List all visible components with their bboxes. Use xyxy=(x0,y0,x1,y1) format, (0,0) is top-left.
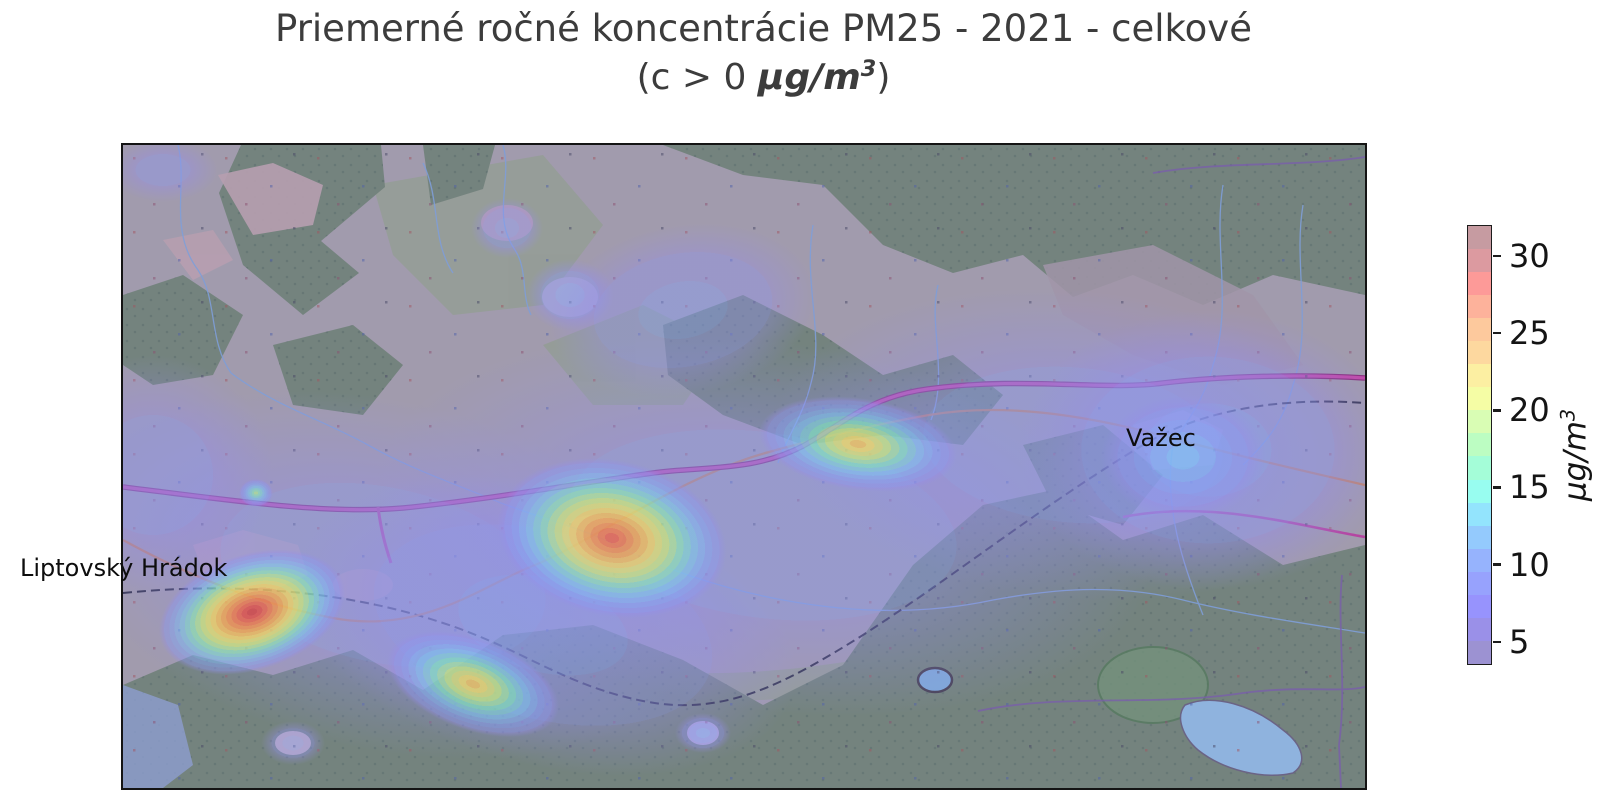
subtitle-suffix: ) xyxy=(876,57,891,98)
colorbar-bar xyxy=(1467,225,1492,665)
heat-background-zone xyxy=(261,721,325,765)
hotspot-small-west xyxy=(239,479,273,507)
hotspot-valley-village xyxy=(675,713,731,753)
colorbar-segment xyxy=(1468,387,1491,411)
heat-background-zone xyxy=(549,223,817,397)
colorbar-tick xyxy=(1493,640,1501,644)
colorbar-segment xyxy=(1468,525,1491,549)
colorbar-tick xyxy=(1493,486,1501,489)
colorbar-segment xyxy=(1468,571,1491,595)
colorbar-tick-label: 5 xyxy=(1509,622,1530,661)
basemap xyxy=(123,145,1365,788)
colorbar-segment xyxy=(1468,226,1491,250)
hotspot-liptovsky-hradok xyxy=(158,549,346,675)
colorbar-segment xyxy=(1468,594,1491,618)
colorbar-segment xyxy=(1468,456,1491,480)
hotspot-east xyxy=(758,396,958,492)
hotspot-vazec xyxy=(1101,395,1265,519)
colorbar-tick xyxy=(1493,563,1501,566)
colorbar-segment xyxy=(1468,341,1491,365)
colorbar-tick-label: 20 xyxy=(1509,391,1550,430)
colorbar-tick-label: 30 xyxy=(1509,236,1550,275)
colorbar-segment xyxy=(1468,617,1491,641)
heat-overlay xyxy=(123,145,1365,777)
hotspot-valley-west xyxy=(386,630,560,738)
map-place-label: Liptovský Hrádok xyxy=(20,554,228,582)
colorbar-segment xyxy=(1468,640,1491,664)
chart-subtitle: (c > 0 µg/m3) xyxy=(0,56,1527,98)
colorbar-segment xyxy=(1468,433,1491,457)
colorbar-segment xyxy=(1468,548,1491,572)
map-panel xyxy=(121,143,1367,790)
map-place-label: Važec xyxy=(1126,424,1196,452)
colorbar-segment xyxy=(1468,410,1491,434)
subtitle-unit: µg/m3 xyxy=(757,56,877,98)
colorbar-segment xyxy=(1468,272,1491,296)
heat-background-zone xyxy=(471,198,543,258)
colorbar-tick-label: 10 xyxy=(1509,545,1550,584)
colorbar-tick-label: 25 xyxy=(1509,314,1550,353)
colorbar-segment xyxy=(1468,364,1491,388)
colorbar-tick xyxy=(1493,408,1501,412)
colorbar-segment xyxy=(1468,249,1491,273)
colorbar: 5 10 15 20 25 30 xyxy=(1467,225,1600,665)
colorbar-tick xyxy=(1493,331,1501,335)
subtitle-prefix: (c > 0 xyxy=(636,57,758,98)
colorbar-unit-label: µg/m3 xyxy=(1556,408,1594,502)
heat-background-zone xyxy=(123,145,218,202)
heat-background-zone xyxy=(123,355,273,595)
colorbar-segment xyxy=(1468,318,1491,342)
colorbar-tick-label: 15 xyxy=(1509,468,1550,507)
colorbar-segment xyxy=(1468,479,1491,503)
colorbar-tick xyxy=(1493,254,1501,258)
chart-title: Priemerné ročné koncentrácie PM25 - 2021… xyxy=(275,7,1252,50)
colorbar-segment xyxy=(1468,295,1491,319)
hotspot-central xyxy=(497,457,727,619)
colorbar-segment xyxy=(1468,502,1491,526)
